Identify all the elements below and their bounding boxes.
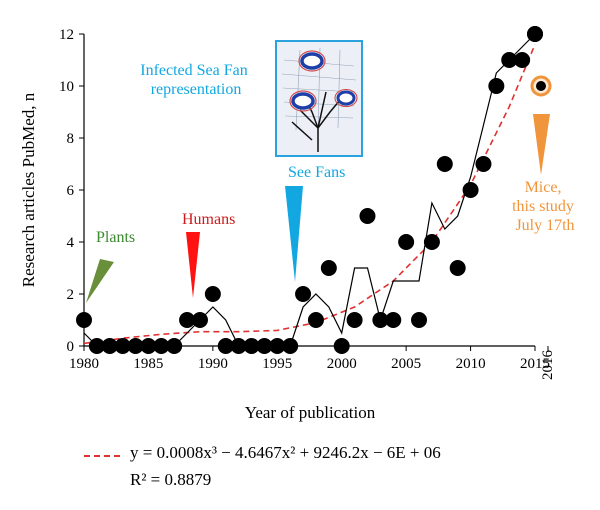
x-tick-label: 2000 [327,356,357,372]
data-point [256,338,273,354]
x-axis-title: Year of publication [245,403,376,422]
data-point [127,338,144,354]
data-point [423,234,440,250]
data-point [449,260,466,276]
x-tick-label: 1990 [198,356,228,372]
data-point [527,26,543,42]
data-point [333,338,350,354]
mice-marker [533,114,550,175]
x-tick-label: 2015 [520,356,550,372]
sea-fan-image [275,40,363,157]
data-point [204,286,221,302]
plants-label: Plants [96,229,135,246]
data-point [166,338,183,354]
plants-marker [86,259,114,303]
data-point [475,156,492,172]
humans-label: Humans [182,211,235,228]
data-point [462,182,479,198]
trendline-legend-swatch [84,455,120,457]
data-point [217,338,234,354]
data-point [101,338,118,354]
plot-series [76,26,552,354]
annotations: Plants Humans See Fans Infected Sea Fan … [86,62,578,303]
data-point [385,312,402,328]
x-tick-label: 1980 [69,356,99,372]
data-point [153,338,170,354]
data-point [436,156,453,172]
x-tick-label: 2010 [456,356,486,372]
data-point [179,312,196,328]
data-point [372,312,389,328]
sea-fan-label: Infected Sea Fan representation [140,62,252,98]
y-tick-label: 8 [67,131,75,147]
y-tick-label: 10 [59,79,74,95]
data-point [346,312,363,328]
data-point [320,260,337,276]
y-tick-label: 2 [67,287,75,303]
y-tick-label: 4 [67,235,75,251]
mice-label: Mice, this study July 17th [512,179,578,234]
data-point [76,312,92,328]
infection-spot-icon [298,50,326,72]
see-fans-marker [285,186,303,282]
x-tick-label: 1995 [262,356,292,372]
data-point [114,338,131,354]
x-tick-label: 2005 [391,356,421,372]
trendline-r2: R² = 0.8879 [130,470,212,489]
data-point [488,78,505,94]
y-axis-title: Research articles PubMed, n [19,92,38,287]
data-point [359,208,376,224]
trendline-formula: y = 0.0008x³ − 4.6467x² + 9246.2x − 6E +… [130,443,441,462]
data-point [243,338,260,354]
y-ticks: 0 2 4 6 8 10 12 [59,27,84,355]
data-point [269,338,286,354]
data-point [398,234,415,250]
data-point [191,312,208,328]
data-point [501,52,518,68]
infection-spot-icon [289,90,317,112]
data-point [307,312,324,328]
infection-spot-icon [334,88,358,108]
data-point [295,286,312,302]
data-point [140,338,157,354]
data-point [514,52,531,68]
data-point [88,338,105,354]
data-point [282,338,299,354]
see-fans-label: See Fans [288,164,345,181]
x-tick-label: 1985 [133,356,163,372]
y-tick-label: 6 [67,183,75,199]
highlight-point [536,81,546,91]
x-ticks: 1980 1985 1990 1995 2000 2005 2010 2015 [69,346,550,372]
x-tick-label-2016: 2016 [540,350,556,381]
humans-marker [186,232,200,298]
data-point [411,312,428,328]
data-point [230,338,247,354]
y-tick-label: 0 [67,339,75,355]
y-tick-label: 12 [59,27,74,43]
